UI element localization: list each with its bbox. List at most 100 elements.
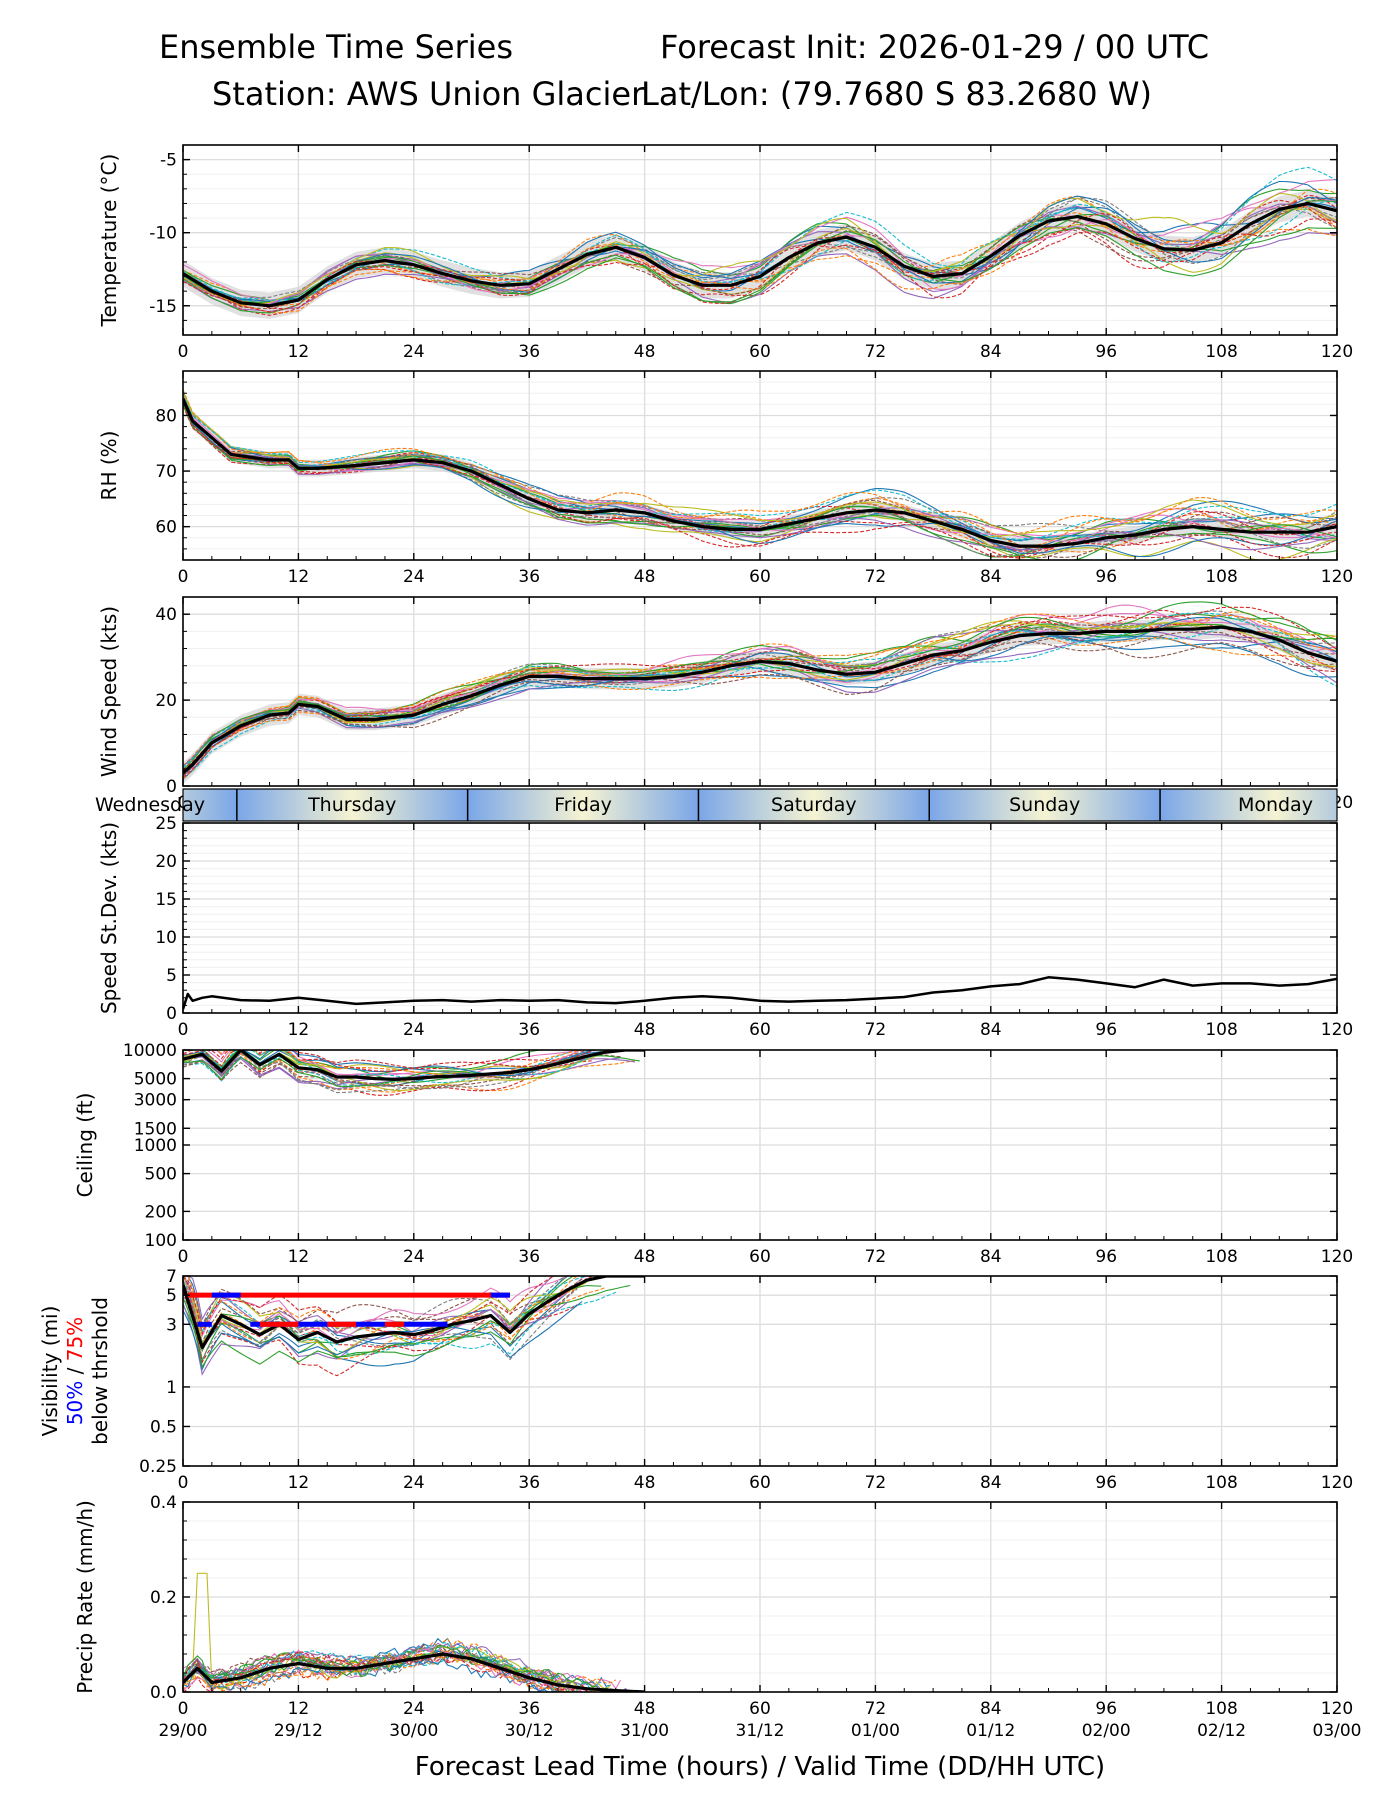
- y-axis-label: Ceiling (ft): [73, 1093, 97, 1198]
- y-tick-label: 80: [155, 406, 177, 426]
- y-tick-label: -15: [149, 297, 177, 317]
- y-tick-label: 15: [155, 890, 177, 910]
- member-line: [183, 396, 1337, 558]
- x-tick-label: 120: [1321, 1247, 1353, 1267]
- y-tick-label: 500: [145, 1165, 177, 1185]
- y-axis: 0 20 40: [155, 596, 1337, 797]
- x-axis: 0 12 24 36 48 60 72 84 96 108 120: [178, 371, 1353, 587]
- y-tick-label: 70: [155, 462, 177, 482]
- valid-time-label: 30/12: [505, 1721, 554, 1741]
- x-axis: 0 12 24 36 48 60 72 84 96 108 120: [178, 1276, 1353, 1493]
- x-axis: 0 12 24 36 48 60 72 84 96 108 120: [178, 145, 1353, 362]
- x-tick-label: 60: [749, 567, 771, 587]
- y-tick-label: 0: [166, 1004, 177, 1024]
- y-label-line: below thrshold: [88, 1297, 112, 1445]
- member-line: [183, 606, 1337, 771]
- y-tick-label: 100: [145, 1231, 177, 1251]
- ensemble-mean-line: [183, 201, 1337, 308]
- x-tick-label: 36: [518, 1699, 540, 1719]
- valid-time-label: 01/00: [851, 1721, 900, 1741]
- x-tick-label: 60: [749, 1247, 771, 1267]
- x-axis-title: Forecast Lead Time (hours) / Valid Time …: [415, 1752, 1105, 1782]
- day-segment: [183, 789, 237, 821]
- plot-area: [183, 1276, 645, 1377]
- member-line: [183, 217, 1337, 305]
- x-tick-label: 24: [403, 1020, 425, 1040]
- x-tick-label: 24: [403, 342, 425, 362]
- y-axis: -15 -10 -5: [149, 144, 1337, 336]
- member-line: [183, 394, 1337, 540]
- y-tick-label: 7: [166, 1267, 177, 1287]
- member-line: [183, 200, 1337, 314]
- p75-label: 75%: [63, 1317, 87, 1361]
- member-line: [183, 1055, 640, 1087]
- panel-speed_stdev: 0 12 24 36 48 60 72 84 96 108 120 0 5 10 15 20 25 Speed S…: [97, 814, 1353, 1040]
- panel-visibility: 0 12 24 36 48 60 72 84 96 108 120 0.25 0.5 1 3 57 Visibi…: [38, 1267, 1353, 1493]
- day-label: Wednesday: [95, 794, 205, 816]
- member-line: [183, 194, 1337, 310]
- member-line: [183, 391, 1337, 541]
- y-tick-label: 20: [155, 852, 177, 872]
- valid-time-axis: 29/00 29/12 30/00 30/12 31/00 31/12 01/00 01/12…: [159, 1721, 1362, 1741]
- x-axis: 0 12 24 36 48 60 72 84 96 108 120: [178, 823, 1353, 1040]
- y-tick-label: 60: [155, 518, 177, 538]
- valid-time-label: 30/00: [389, 1721, 438, 1741]
- x-tick-label: 120: [1321, 1020, 1353, 1040]
- y-tick-label: 40: [155, 605, 177, 625]
- member-line: [183, 197, 1337, 310]
- p50-label: 50%: [63, 1381, 87, 1425]
- ensemble-mean-line: [183, 976, 1337, 1010]
- x-tick-label: 72: [865, 342, 887, 362]
- member-line: [183, 216, 1337, 308]
- x-tick-label: 84: [980, 567, 1002, 587]
- y-tick-label: 0.0: [150, 1683, 177, 1703]
- day-segment: [467, 789, 699, 821]
- forecast-init-label: Forecast Init: 2026-01-29 / 00 UTC: [660, 28, 1210, 66]
- x-tick-label: 12: [288, 1473, 310, 1493]
- member-line: [183, 402, 1337, 559]
- member-line: [183, 396, 1337, 547]
- x-tick-label: 84: [980, 1247, 1002, 1267]
- y-tick-label: 3000: [134, 1091, 177, 1111]
- x-tick-label: 72: [865, 1473, 887, 1493]
- member-line: [183, 397, 1337, 542]
- x-tick-label: 96: [1095, 1247, 1117, 1267]
- ensemble-mean-line: [183, 1050, 645, 1081]
- member-line: [183, 1050, 635, 1078]
- y-axis: 0.25 0.5 1 3 57: [139, 1267, 1337, 1477]
- x-tick-label: 36: [518, 1247, 540, 1267]
- member-line: [183, 1653, 640, 1692]
- member-line: [183, 1050, 616, 1072]
- y-tick-label: 1500: [134, 1119, 177, 1139]
- member-line: [183, 203, 1337, 306]
- x-tick-label: 12: [288, 567, 310, 587]
- plot-area: [183, 1050, 645, 1096]
- member-line: [183, 1276, 583, 1328]
- y-axis: 0 5 10 15 20 25: [155, 814, 1337, 1024]
- y-label-line: 50% / 75%: [63, 1317, 87, 1425]
- x-tick-label: 24: [403, 567, 425, 587]
- y-tick-label: 3: [166, 1315, 177, 1335]
- x-tick-label: 72: [865, 1020, 887, 1040]
- day-label: Saturday: [771, 794, 857, 816]
- member-line: [183, 1050, 602, 1075]
- x-tick-label: 48: [634, 1473, 656, 1493]
- valid-time-label: 29/00: [159, 1721, 208, 1741]
- ensemble-mean-line: [183, 398, 1337, 548]
- member-line: [183, 1301, 583, 1372]
- y-tick-label: 5000: [134, 1070, 177, 1090]
- member-line: [183, 391, 1337, 538]
- day-bar: Wednesday Thursday Friday Saturday Sunday Mon…: [95, 788, 1338, 822]
- y-axis-label: Wind Speed (kts): [97, 606, 121, 777]
- x-tick-label: 84: [980, 1699, 1002, 1719]
- x-tick-label: 24: [403, 1699, 425, 1719]
- plot-area: [183, 1572, 645, 1692]
- y-tick-label: 1000: [134, 1136, 177, 1156]
- x-tick-label: 36: [518, 1020, 540, 1040]
- x-tick-label: 0: [178, 1247, 189, 1267]
- member-line: [183, 1276, 587, 1358]
- threshold-bars: [187, 1292, 510, 1327]
- day-label: Monday: [1238, 794, 1313, 816]
- member-line: [183, 1276, 592, 1338]
- x-tick-label: 72: [865, 567, 887, 587]
